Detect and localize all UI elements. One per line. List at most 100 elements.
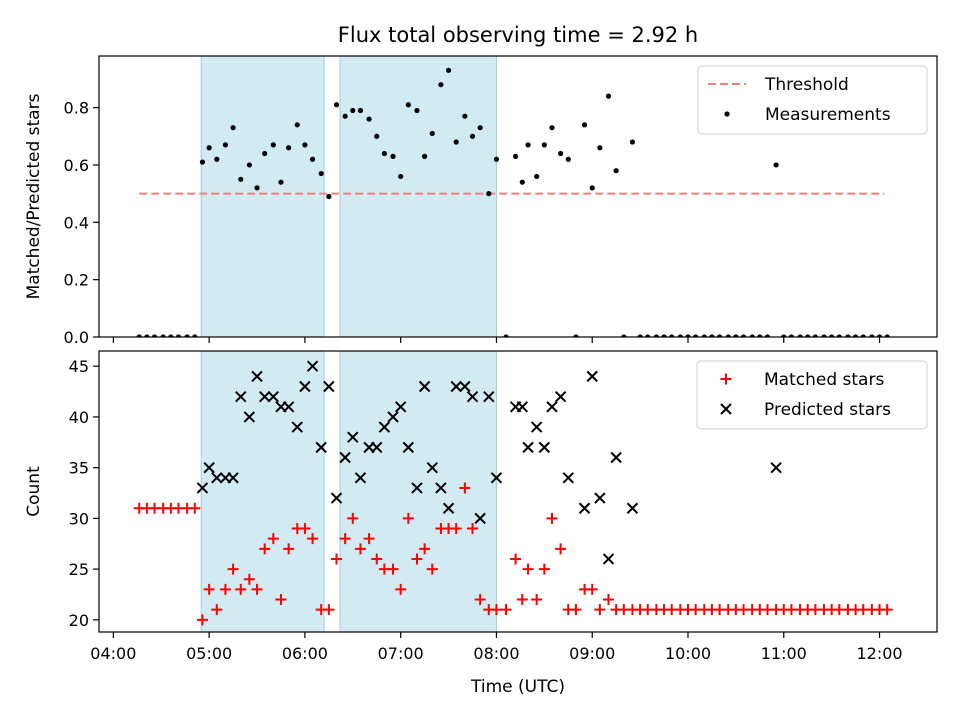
axes-frame [98,350,938,633]
measurement-point [565,156,571,162]
measurement-point [294,122,300,128]
x-axis-label: Time (UTC) [470,677,565,697]
y-axis-label: Count [24,466,44,517]
predicted-star-point [530,421,543,433]
measurement-point [653,334,659,337]
predicted-star-point [426,461,438,474]
measurement-point [214,156,220,162]
measurement-point [876,334,883,337]
matched-star-point [371,553,383,565]
x-tick-label: 11:00 [761,644,807,663]
y-tick-label: 45 [69,357,89,376]
plot-area [136,56,890,337]
predicted-star-point [474,512,486,525]
predicted-star-point [258,390,271,403]
predicted-star-point [586,370,598,383]
measurement-point [262,150,268,157]
matched-star-point [546,512,558,524]
predicted-star-point [554,390,567,403]
legend-matched-swatch [720,373,732,385]
measurement-point [829,334,835,337]
measurement-point [270,142,276,148]
x-tick-label: 12:00 [856,644,902,663]
x-tick-label: 07:00 [378,644,424,663]
measurement-point [184,334,190,337]
x-tick-label: 10:00 [665,644,711,663]
matched-star-point [459,482,471,494]
legend-box [696,360,928,430]
matched-star-point [387,563,399,575]
measurement-point [725,334,731,337]
predicted-star-point [354,472,367,484]
measurement-point [749,334,755,337]
observing-window-2 [339,351,497,632]
x-tick-label: 04:00 [90,644,136,663]
observing-window-1 [200,351,325,632]
predicted-star-point [330,492,343,504]
predicted-star-point [516,401,529,413]
predicted-star-point [267,390,280,403]
predicted-star-point [387,411,399,423]
measurement-point [805,334,811,337]
measurement-point [558,150,564,157]
measurement-point [462,113,468,119]
predicted-star-point [538,441,551,454]
measurement-point [821,334,827,337]
measurement-point [764,334,771,337]
legend: Threshold Measurements [697,65,928,135]
measurement-point [740,334,747,337]
legend-predicted-swatch [720,403,732,415]
measurement-point [199,159,206,165]
matched-star-point [307,533,319,545]
predicted-star-point [466,390,479,403]
measurement-point [519,179,525,185]
matched-star-point [881,604,893,616]
x-tick-label: 08:00 [473,644,519,663]
measurement-point [302,142,308,148]
matched-star-point [227,563,239,575]
measurement-point [812,334,818,337]
legend: Matched stars Predicted stars [696,360,928,430]
matched-star-point [275,594,287,606]
predicted-star-point [450,380,462,393]
measurement-point [168,334,174,337]
matched-star-point [411,553,423,565]
predicted-star-point [402,441,415,454]
measurement-point [160,334,166,337]
measurement-point [534,173,540,180]
y-axis-label: Matched/Predicted stars [24,93,44,299]
matched-star-point [196,614,208,626]
matched-star-point [363,533,375,545]
measurement-point [613,168,619,174]
predicted-star-point [243,411,256,423]
measurement-point [398,173,404,180]
measurement-point [781,334,787,337]
measurement-point [589,185,595,191]
measurement-point [701,334,707,337]
measurement-point [661,334,667,337]
matched-star-point [203,583,215,595]
measurement-point [637,334,643,337]
measurement-point [645,334,651,337]
measurement-point [326,193,332,200]
y-tick-label: 40 [69,408,89,427]
matched-star-point [586,583,598,595]
y-tick-label: 0.0 [64,328,89,347]
matched-star-point [500,604,512,616]
measurement-point [757,334,763,337]
measurement-point [222,142,229,148]
measurement-point [278,179,284,185]
measurement-point [238,176,244,182]
predicted-star-point [442,502,455,514]
y-tick-label: 25 [69,560,89,579]
measurement-point [845,334,851,337]
predicted-star-point [299,380,311,393]
measurement-point [414,107,420,114]
measurement-point [350,107,356,114]
x-tick-label: 09:00 [569,644,615,663]
measurement-point [381,150,387,157]
measurement-point [246,162,252,168]
measurement-point [884,334,890,337]
measurement-point [869,334,875,337]
